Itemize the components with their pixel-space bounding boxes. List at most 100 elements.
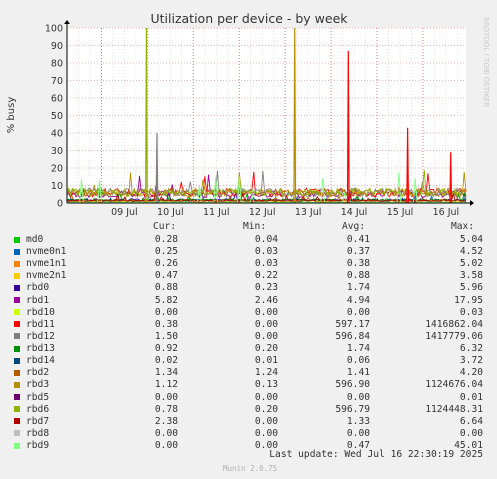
legend-min-value: 0.13 bbox=[254, 379, 278, 391]
legend-min-value: 0.00 bbox=[254, 427, 278, 439]
legend-max-value: 5.02 bbox=[459, 258, 483, 270]
legend-swatch bbox=[14, 272, 20, 279]
legend-min-value: 0.00 bbox=[254, 440, 278, 452]
legend-cur-value: 0.88 bbox=[154, 282, 178, 294]
legend-max-value: 1416862.04 bbox=[425, 318, 483, 330]
legend-cur-value: 5.82 bbox=[154, 294, 178, 306]
legend-max-value: 0.01 bbox=[459, 391, 483, 403]
x-tick-label: 11 Jul bbox=[203, 207, 230, 218]
legend-series-name: rbd3 bbox=[26, 379, 50, 391]
legend-avg-value: 0.00 bbox=[346, 391, 370, 403]
legend-cur-value: 0.00 bbox=[154, 440, 178, 452]
legend-max-value: 4.20 bbox=[459, 367, 483, 379]
legend-avg-value: 0.00 bbox=[346, 306, 370, 318]
grid-lines bbox=[67, 27, 466, 203]
legend-cur-value: 0.00 bbox=[154, 306, 178, 318]
spike-rbd11 bbox=[406, 127, 410, 204]
legend-series-name: rbd6 bbox=[26, 403, 50, 415]
legend-max-value: 45.01 bbox=[454, 440, 483, 452]
legend-max-value: 4.52 bbox=[459, 246, 483, 258]
legend-cur-value: 0.02 bbox=[154, 355, 178, 367]
legend-cur-value: 0.00 bbox=[154, 427, 178, 439]
series-line-rbd13 bbox=[66, 190, 467, 202]
y-tick-label: 40 bbox=[51, 129, 63, 140]
spike-rbd12 bbox=[155, 132, 159, 204]
legend-cur-value: 0.78 bbox=[154, 403, 178, 415]
legend-min-value: 0.20 bbox=[254, 343, 278, 355]
legend-swatch bbox=[14, 418, 20, 425]
last-update: Last update: Wed Jul 16 22:30:19 2025 bbox=[269, 449, 483, 460]
legend-swatch bbox=[14, 406, 20, 413]
legend-max-value: 1124448.31 bbox=[425, 403, 483, 415]
legend-min-value: 0.00 bbox=[254, 391, 278, 403]
legend-max-value: 6.64 bbox=[459, 415, 483, 427]
x-tick-labels: 09 Jul 10 Jul 11 Jul 12 Jul 13 Jul 14 Jul 15 J… bbox=[111, 207, 459, 218]
legend-max-value: 0.03 bbox=[459, 306, 483, 318]
y-tick-label: 50 bbox=[51, 111, 63, 122]
legend-avg-value: 597.17 bbox=[335, 318, 370, 330]
legend-swatch bbox=[14, 321, 20, 328]
legend-swatch bbox=[14, 297, 20, 304]
legend-avg-value: 4.94 bbox=[346, 294, 370, 306]
legend-series-name: rbd13 bbox=[26, 343, 55, 355]
y-tick-label: 60 bbox=[51, 94, 63, 105]
legend-min-value: 0.03 bbox=[254, 246, 278, 258]
legend-max-value: 0.00 bbox=[459, 427, 483, 439]
legend-max-value: 3.58 bbox=[459, 270, 483, 282]
legend-series-name: rbd12 bbox=[26, 330, 55, 342]
legend-swatch bbox=[14, 309, 20, 316]
legend-series-name: rbd8 bbox=[26, 427, 50, 439]
legend-swatch bbox=[14, 442, 20, 449]
series-line-rbd6 bbox=[66, 169, 467, 198]
legend-avg-value: 596.79 bbox=[335, 403, 370, 415]
x-tick-label: 09 Jul bbox=[111, 207, 138, 218]
x-tick-label: 13 Jul bbox=[295, 207, 322, 218]
legend-avg-value: 0.37 bbox=[346, 246, 370, 258]
legend-min-value: 0.03 bbox=[254, 258, 278, 270]
legend-swatch bbox=[14, 369, 20, 376]
legend-cur-value: 0.92 bbox=[154, 343, 178, 355]
munin-version: Munin 2.0.75 bbox=[223, 464, 278, 473]
legend-max-value: 3.72 bbox=[459, 355, 483, 367]
y-tick-label: 70 bbox=[51, 76, 63, 87]
legend-cur-value: 1.12 bbox=[154, 379, 178, 391]
spike-rbd3 bbox=[293, 27, 297, 204]
x-tick-label: 14 Jul bbox=[341, 207, 368, 218]
legend-max-value: 6.32 bbox=[459, 343, 483, 355]
x-tick-label: 16 Jul bbox=[433, 207, 460, 218]
legend-cur-value: 0.38 bbox=[154, 318, 178, 330]
rrdtool-watermark: RRDTOOL / TOBI OETIKER bbox=[482, 17, 490, 107]
y-tick-label: 20 bbox=[51, 164, 63, 175]
y-tick-label: 30 bbox=[51, 146, 63, 157]
legend-avg-value: 0.88 bbox=[346, 270, 370, 282]
legend-swatch bbox=[14, 333, 20, 340]
legend-cur-value: 0.26 bbox=[154, 258, 178, 270]
legend-min-value: 0.22 bbox=[254, 270, 278, 282]
legend-swatch bbox=[14, 357, 20, 364]
legend-avg-value: 0.41 bbox=[346, 234, 370, 245]
legend-avg-value: 1.41 bbox=[346, 367, 370, 379]
legend-avg-value: 1.74 bbox=[346, 282, 370, 294]
x-tick-label: 15 Jul bbox=[387, 207, 414, 218]
legend-avg-value: 1.74 bbox=[346, 343, 370, 355]
series-line-rbd9 bbox=[66, 172, 467, 203]
legend-series-name: nvme2n1 bbox=[26, 270, 67, 282]
legend-max-value: 1124676.04 bbox=[425, 379, 483, 391]
legend-min-value: 0.01 bbox=[254, 355, 278, 367]
legend-avg-value: 0.47 bbox=[346, 440, 370, 452]
legend-cur-value: 0.47 bbox=[154, 270, 178, 282]
legend-series-name: nvme1n1 bbox=[26, 258, 67, 270]
legend-cur-value: 0.25 bbox=[154, 246, 178, 258]
legend-max-value: 5.96 bbox=[459, 282, 483, 294]
y-tick-label: 100 bbox=[45, 24, 63, 35]
legend-cur-value: 0.00 bbox=[154, 391, 178, 403]
legend-avg-value: 1.33 bbox=[346, 415, 370, 427]
spike-rbd11 bbox=[449, 152, 453, 204]
legend-swatch bbox=[14, 248, 20, 255]
legend-min-value: 0.00 bbox=[254, 415, 278, 427]
y-tick-label: 0 bbox=[57, 199, 63, 210]
legend-max-value: 5.04 bbox=[459, 234, 483, 245]
legend-swatch bbox=[14, 236, 20, 243]
legend-swatch bbox=[14, 430, 20, 437]
legend-swatch bbox=[14, 394, 20, 401]
